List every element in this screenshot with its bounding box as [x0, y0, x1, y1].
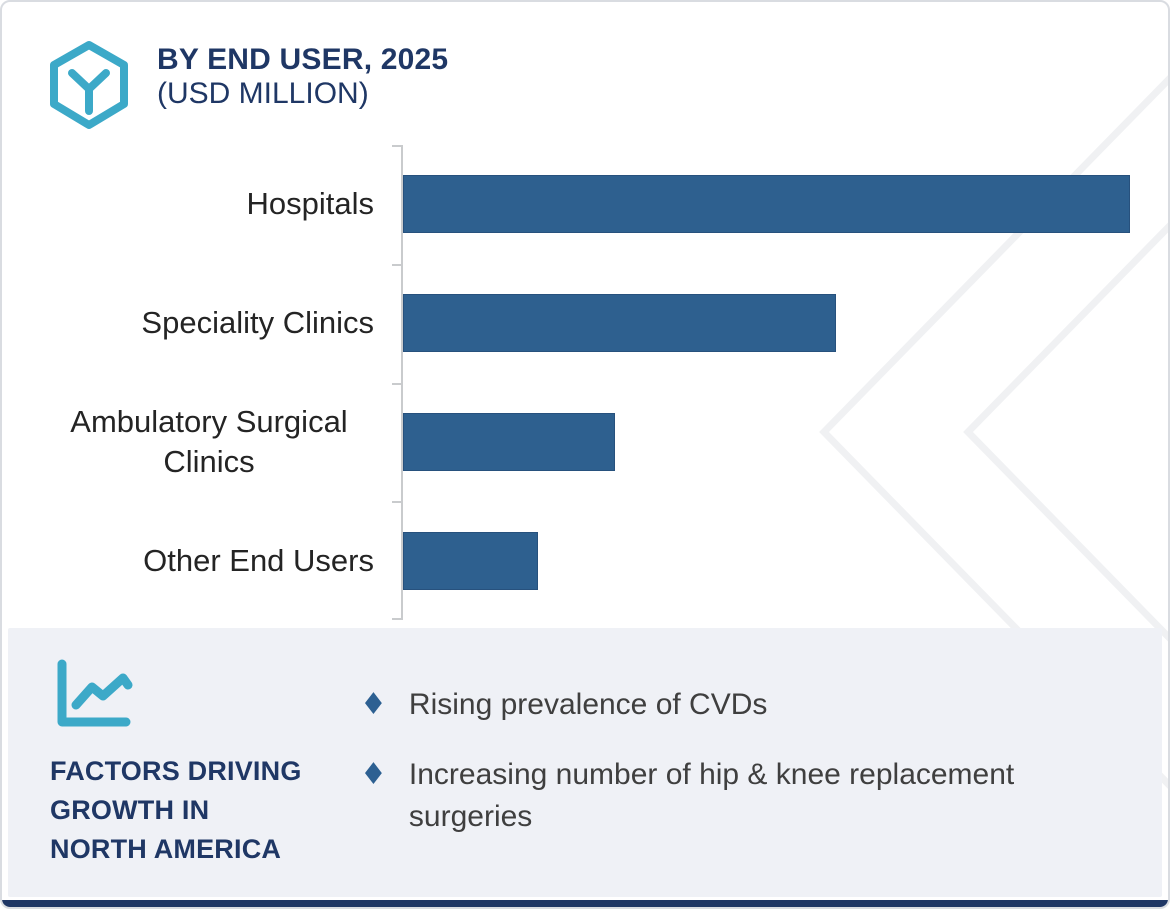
bullet-item: ♦ Rising prevalence of CVDs [360, 684, 1120, 726]
factors-heading-line: NORTH AMERICA [50, 834, 282, 864]
diamond-bullet-icon: ♦ [360, 757, 387, 792]
factors-heading-line: FACTORS DRIVING [50, 756, 302, 786]
bullet-list: ♦ Rising prevalence of CVDs ♦ Increasing nu… [360, 684, 1120, 838]
bar-track [403, 531, 538, 590]
page-title: BY END USER, 2025 (USD MILLION) [157, 43, 448, 111]
bar-row: Ambulatory Surgical Clinics [2, 383, 1168, 502]
bar [403, 175, 1130, 234]
category-label: Hospitals [2, 184, 375, 224]
category-axis [392, 145, 403, 620]
category-label: Ambulatory Surgical Clinics [2, 402, 374, 482]
bar [403, 531, 538, 590]
bullet-item: ♦ Increasing number of hip & knee replace… [360, 754, 1120, 838]
bar-row: Speciality Clinics [2, 264, 1168, 383]
bullet-text: Increasing number of hip & knee replacem… [408, 758, 1015, 833]
axis-tick [392, 383, 402, 385]
bar-track [403, 412, 615, 471]
factors-heading: FACTORS DRIVING GROWTH IN NORTH AMERICA [50, 752, 302, 869]
bullet-text: Rising prevalence of CVDs [408, 688, 768, 721]
category-label-text: Other End Users [143, 542, 374, 578]
title-line-1: BY END USER, 2025 [157, 43, 449, 76]
diamond-bullet-icon: ♦ [360, 687, 387, 722]
axis-tick [392, 264, 402, 266]
category-label: Other End Users [2, 541, 374, 581]
line-chart-icon [57, 659, 133, 727]
factors-heading-line: GROWTH IN [50, 795, 210, 825]
category-label-text: Hospitals [246, 186, 375, 222]
bar-rows: Hospitals Speciality Clinics Ambulatory Su… [2, 145, 1168, 620]
axis-tick [392, 501, 402, 503]
factors-panel: FACTORS DRIVING GROWTH IN NORTH AMERICA ♦ R… [8, 628, 1162, 897]
bar-track [403, 294, 836, 353]
axis-tick [392, 145, 402, 147]
bar [403, 412, 615, 471]
category-label-text: Ambulatory Surgical Clinics [70, 403, 348, 479]
hexagon-y-logo [50, 41, 128, 129]
category-label: Speciality Clinics [2, 303, 374, 343]
bar-track [403, 175, 1130, 234]
category-label-text: Speciality Clinics [141, 305, 374, 341]
bar-row: Hospitals [2, 145, 1168, 264]
bar [403, 294, 836, 353]
bar-row: Other End Users [2, 501, 1168, 620]
axis-tick [392, 618, 402, 620]
bottom-accent-bar [2, 900, 1168, 907]
title-line-2: (USD MILLION) [157, 77, 369, 110]
